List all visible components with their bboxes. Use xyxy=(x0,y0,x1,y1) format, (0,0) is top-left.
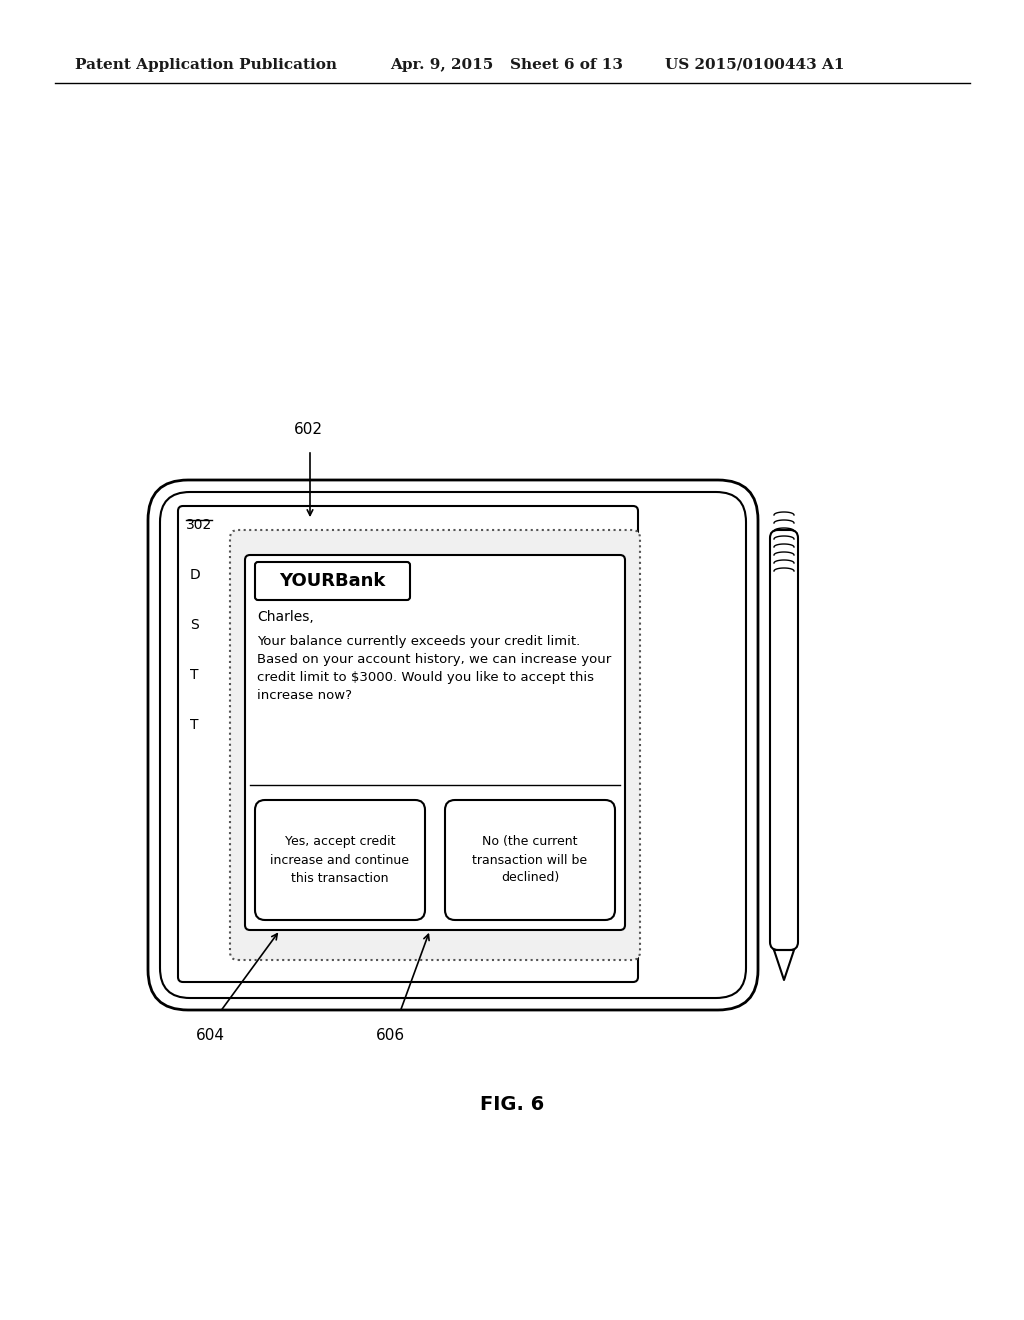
Text: Sheet 6 of 13: Sheet 6 of 13 xyxy=(510,58,623,73)
FancyBboxPatch shape xyxy=(255,800,425,920)
Text: Your balance currently exceeds your credit limit.
Based on your account history,: Your balance currently exceeds your cred… xyxy=(257,635,611,702)
Text: D: D xyxy=(190,568,201,582)
Text: 604: 604 xyxy=(196,1027,224,1043)
FancyBboxPatch shape xyxy=(160,492,746,998)
FancyBboxPatch shape xyxy=(230,531,640,960)
Text: Charles,: Charles, xyxy=(257,610,313,624)
Text: YOURBank: YOURBank xyxy=(280,572,386,590)
Text: Yes, accept credit
increase and continue
this transaction: Yes, accept credit increase and continue… xyxy=(270,836,410,884)
Text: US 2015/0100443 A1: US 2015/0100443 A1 xyxy=(665,58,845,73)
FancyBboxPatch shape xyxy=(255,562,410,601)
Text: Patent Application Publication: Patent Application Publication xyxy=(75,58,337,73)
Text: T: T xyxy=(190,718,199,733)
Text: FIG. 6: FIG. 6 xyxy=(480,1096,544,1114)
Text: 302: 302 xyxy=(186,517,212,532)
FancyBboxPatch shape xyxy=(770,531,798,950)
Text: 606: 606 xyxy=(376,1027,404,1043)
Text: Apr. 9, 2015: Apr. 9, 2015 xyxy=(390,58,494,73)
Text: 602: 602 xyxy=(294,422,323,437)
FancyBboxPatch shape xyxy=(245,554,625,931)
Text: T: T xyxy=(190,668,199,682)
FancyBboxPatch shape xyxy=(178,506,638,982)
Text: S: S xyxy=(190,618,199,632)
FancyBboxPatch shape xyxy=(148,480,758,1010)
FancyBboxPatch shape xyxy=(445,800,615,920)
Text: No (the current
transaction will be
declined): No (the current transaction will be decl… xyxy=(472,836,588,884)
